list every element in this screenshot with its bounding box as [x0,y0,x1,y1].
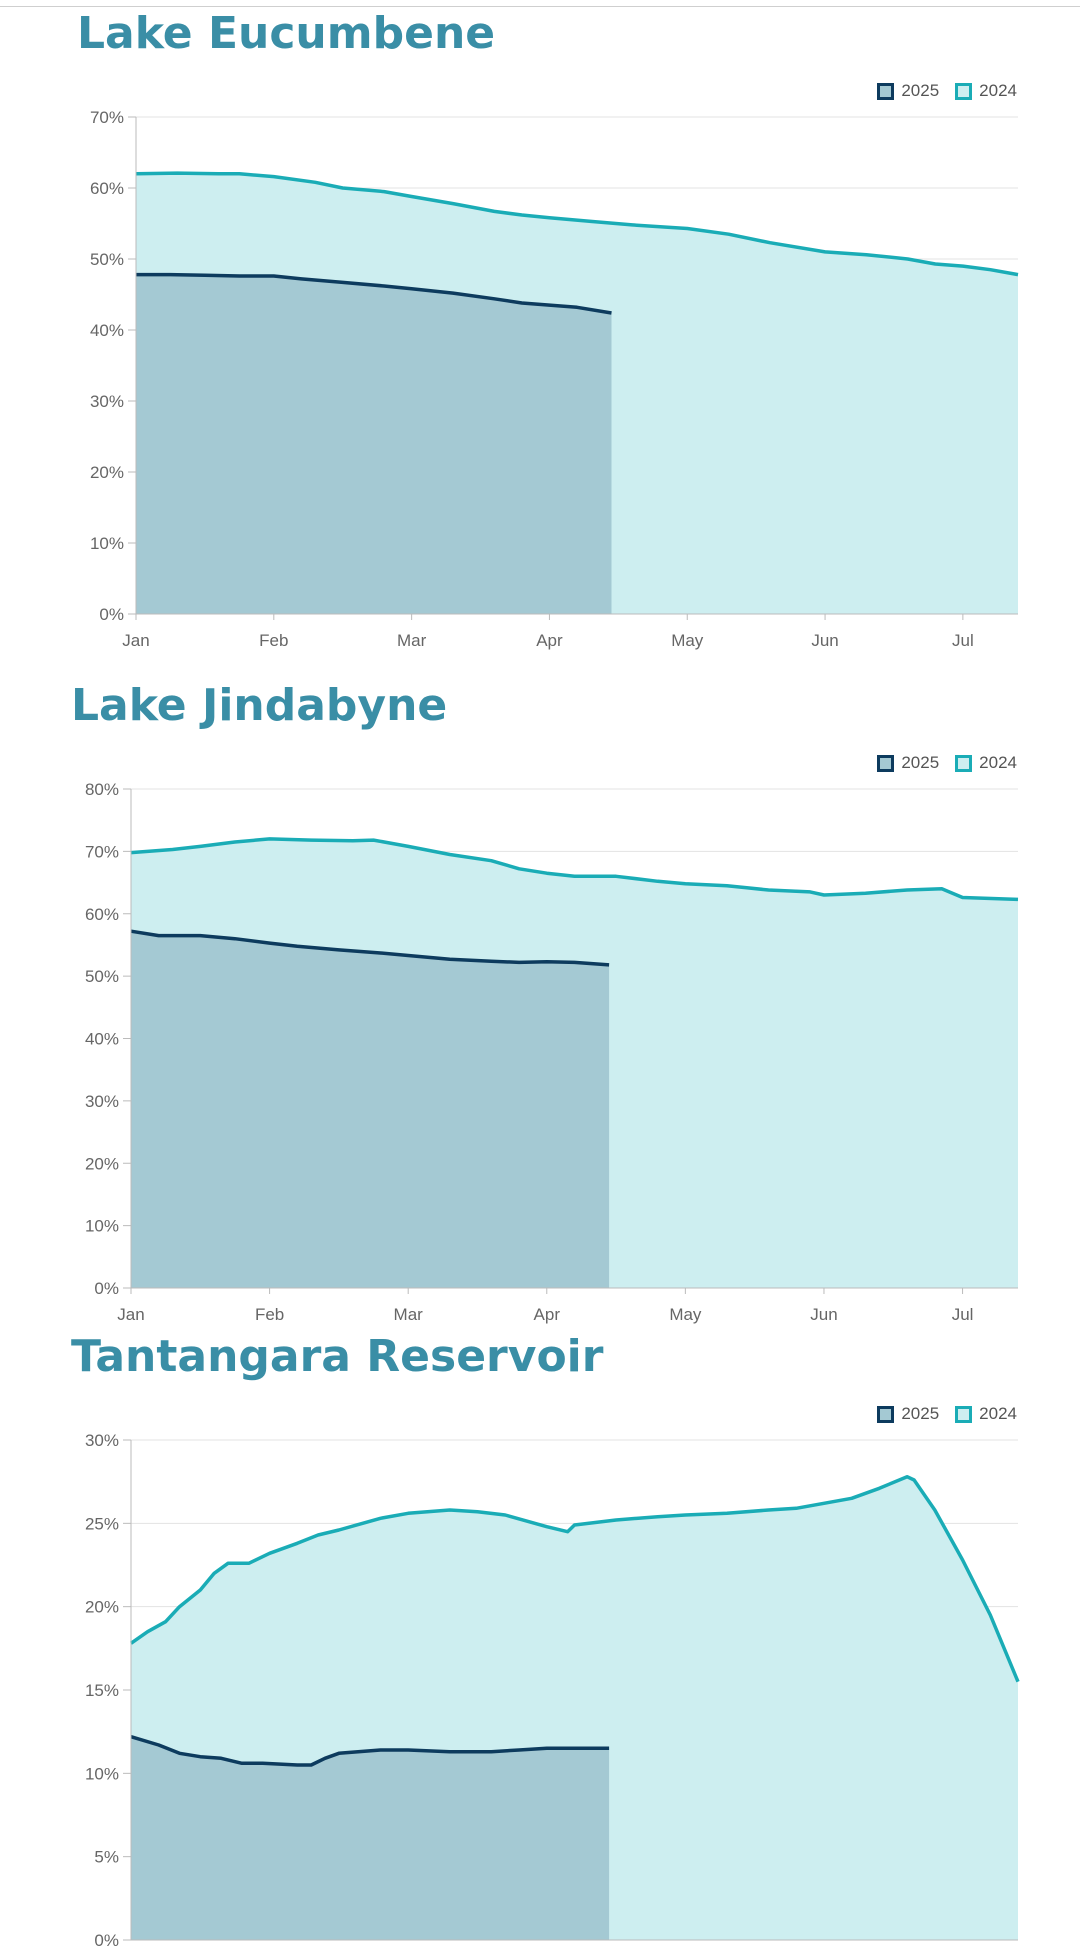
legend-label-2025: 2025 [901,1404,940,1423]
area-chart: 0% 10% 20% 30% 40% 50% 60% 70% 80% Jan Feb Mar Apr Ma… [85,780,1019,1324]
legend-item-2025[interactable]: 2025 [877,81,939,101]
x-tick-label: Apr [536,631,563,650]
y-tick-label: 70% [85,842,119,861]
y-tick-label: 30% [85,1092,119,1111]
chart-legend: 2025 2024 [877,1404,1017,1424]
series-line-2025 [136,272,612,315]
y-tick-label: 80% [85,780,119,799]
y-tick-label: 60% [90,179,124,198]
y-tick-label: 25% [85,1514,119,1533]
x-tick-label: Apr [534,1305,561,1324]
y-tick-label: 60% [85,905,119,924]
x-tick-label: Mar [394,1305,424,1324]
series-line-2025 [130,1735,610,1767]
y-tick-label: 10% [85,1217,119,1236]
x-tick-label: May [671,631,704,650]
y-tick-label: 40% [85,1030,119,1049]
x-tick-label: Jul [952,1305,974,1324]
top-divider [0,6,1080,7]
legend-swatch-2024-icon [955,754,973,772]
y-tick-label: 10% [90,534,124,553]
x-tick-label: Feb [259,631,288,650]
x-tick-label: Jan [117,1305,144,1324]
x-tick-label: Mar [397,631,427,650]
series-line-2024 [130,837,1019,902]
legend-label-2025: 2025 [901,753,940,772]
legend-label-2024: 2024 [979,81,1017,100]
area-fill-2025 [136,274,612,614]
legend-item-2024[interactable]: 2024 [955,753,1017,773]
y-tick-label: 40% [90,321,124,340]
legend-item-2024[interactable]: 2024 [955,1404,1017,1424]
y-tick-label: 20% [85,1598,119,1617]
y-tick-label: 5% [94,1848,119,1867]
x-tick-label: Jun [811,631,838,650]
area-fill-2025 [131,1736,610,1940]
legend-swatch-2025-icon [877,754,895,772]
chart-legend: 2025 2024 [877,81,1017,101]
legend-item-2025[interactable]: 2025 [877,1404,939,1424]
y-tick-label: 0% [94,1931,119,1950]
series-line-2025 [130,929,610,967]
y-tick-label: 30% [90,392,124,411]
y-tick-label: 20% [90,463,124,482]
chart-title: Tantangara Reservoir [71,1331,604,1382]
y-tick-label: 10% [85,1764,119,1783]
x-tick-label: Feb [255,1305,284,1324]
x-tick-label: Jan [122,631,149,650]
y-tick-label: 0% [94,1279,119,1298]
y-tick-label: 15% [85,1681,119,1700]
y-tick-label: 50% [90,250,124,269]
area-fill-2025 [131,931,610,1288]
x-tick-label: Jun [810,1305,837,1324]
legend-label-2025: 2025 [901,81,940,100]
legend-item-2024[interactable]: 2024 [955,81,1017,101]
legend-item-2025[interactable]: 2025 [877,753,939,773]
chart-legend: 2025 2024 [877,753,1017,773]
y-tick-label: 30% [85,1431,119,1450]
y-tick-label: 20% [85,1154,119,1173]
legend-swatch-2025-icon [877,82,895,100]
legend-swatch-2024-icon [955,82,973,100]
y-tick-label: 70% [90,108,124,127]
chart-title: Lake Jindabyne [71,680,448,731]
area-chart: 0% 10% 20% 30% 40% 50% 60% 70% Jan Feb Mar Apr May Ju… [90,108,1019,650]
chart-title: Lake Eucumbene [77,8,496,59]
legend-label-2024: 2024 [979,753,1017,772]
x-tick-label: Jul [952,631,974,650]
legend-swatch-2025-icon [877,1405,895,1423]
legend-swatch-2024-icon [955,1405,973,1423]
series-line-2024 [129,1474,1020,1683]
legend-label-2024: 2024 [979,1404,1017,1423]
x-tick-label: May [669,1305,702,1324]
series-line-2024 [135,171,1019,277]
y-tick-label: 50% [85,967,119,986]
y-tick-label: 0% [99,605,124,624]
